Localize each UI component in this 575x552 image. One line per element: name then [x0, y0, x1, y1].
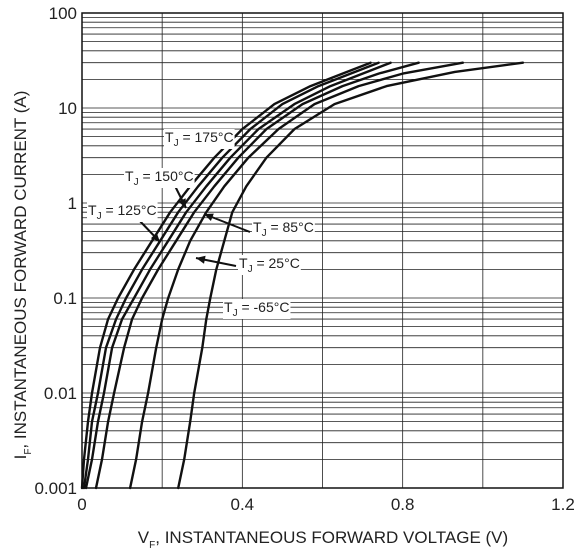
series-label-background	[223, 299, 291, 319]
series-label-4: TJ = 25°C	[239, 255, 300, 275]
chart-grid	[81, 12, 564, 489]
annotation-arrowhead	[204, 213, 214, 221]
series-label-5: TJ = -65°C	[224, 299, 289, 319]
series-line-3	[94, 61, 420, 490]
y-tick-label: 0.1	[53, 289, 77, 308]
series-line-4	[128, 61, 464, 490]
series-label-3: TJ = 85°C	[253, 219, 314, 239]
plot-frame	[81, 12, 564, 489]
y-tick-label: 100	[49, 4, 77, 23]
series-line-5	[177, 61, 525, 490]
series-label-background	[252, 219, 315, 239]
series-label-background	[124, 168, 195, 188]
x-tick-label: 0	[77, 495, 86, 514]
y-tick-label: 0.001	[34, 479, 77, 498]
series-label-0: TJ = 175°C	[165, 129, 234, 149]
y-axis-title: IF, INSTANTANEOUS FORWARD CURRENT (A)	[11, 91, 34, 460]
y-tick-label: 1	[68, 194, 77, 213]
chart-tick-labels: 0 0.4 0.8 1.2 0.001 0.01 0.1 1 10 100	[34, 4, 574, 514]
x-tick-label: 1.2	[551, 495, 575, 514]
series-line-1	[82, 61, 380, 490]
x-axis-title: VF, INSTANTANEOUS FORWARD VOLTAGE (V)	[138, 528, 508, 551]
y-tick-label: 0.01	[44, 384, 77, 403]
series-label-1: TJ = 150°C	[125, 168, 194, 188]
chart-annotations: TJ = 175°C TJ = 150°C TJ = 125°C TJ = 85°C T…	[87, 129, 315, 319]
annotation-arrowhead	[196, 255, 206, 264]
chart-curves	[80, 61, 525, 490]
y-tick-label: 10	[58, 99, 77, 118]
annotation-arrowhead	[178, 198, 186, 208]
series-label-background	[87, 202, 158, 222]
series-label-2: TJ = 125°C	[88, 202, 157, 222]
annotation-arrowhead	[150, 232, 160, 242]
x-tick-label: 0.8	[391, 495, 415, 514]
series-line-2	[84, 61, 392, 490]
x-tick-label: 0.4	[231, 495, 255, 514]
series-label-background	[238, 255, 301, 275]
series-line-0	[80, 61, 372, 490]
series-label-background	[164, 129, 235, 149]
